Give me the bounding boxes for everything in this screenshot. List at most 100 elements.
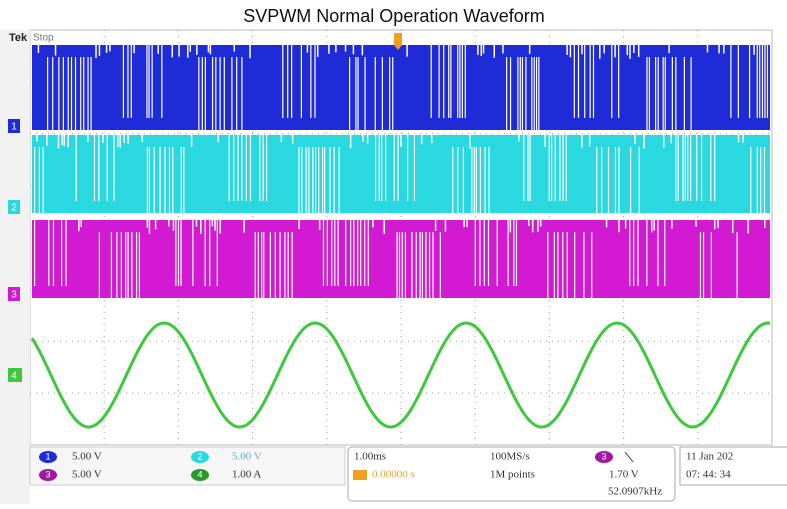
pwm-gap bbox=[83, 57, 85, 130]
pwm-gap bbox=[438, 45, 440, 118]
pwm-notch bbox=[172, 220, 175, 231]
timebase-panel bbox=[347, 446, 676, 502]
pwm-gap bbox=[736, 232, 738, 298]
pwm-gap bbox=[164, 147, 166, 213]
pwm-gap bbox=[699, 232, 702, 298]
sine-trace bbox=[30, 321, 771, 429]
pwm-gap bbox=[629, 147, 632, 213]
pwm-gap bbox=[326, 220, 328, 286]
sample-rate: 100MS/s bbox=[490, 451, 530, 463]
pwm-notch bbox=[626, 45, 629, 56]
pwm-gap bbox=[396, 232, 398, 298]
pwm-gap bbox=[355, 57, 357, 130]
pwm-gap bbox=[350, 220, 352, 286]
pwm-gap bbox=[353, 220, 355, 286]
pwm-notch bbox=[190, 135, 193, 147]
pwm-gap bbox=[60, 220, 63, 286]
pwm-notch bbox=[328, 45, 330, 54]
pwm-notch bbox=[119, 135, 121, 148]
timebase-position: 0.00000 s bbox=[372, 469, 415, 481]
pwm-notch bbox=[662, 135, 665, 148]
pwm-gap bbox=[551, 135, 553, 201]
pwm-gap bbox=[374, 57, 376, 130]
pwm-gap bbox=[411, 232, 413, 298]
pwm-notch bbox=[406, 45, 408, 57]
pwm-gap bbox=[664, 57, 666, 130]
pwm-notch bbox=[78, 220, 80, 232]
ch1-badge bbox=[39, 451, 57, 463]
pwm-gap bbox=[459, 45, 461, 118]
pwm-gap bbox=[443, 45, 445, 118]
pwm-notch bbox=[178, 45, 180, 57]
ch3-scale: 5.00 V bbox=[72, 469, 102, 481]
pwm-notch bbox=[243, 220, 245, 233]
pwm-gap bbox=[301, 147, 303, 213]
pwm-notch bbox=[189, 45, 192, 52]
pwm-gap bbox=[657, 57, 659, 130]
ch3-id: 3 bbox=[45, 469, 50, 479]
pwm-gap bbox=[62, 57, 64, 130]
pwm-gap bbox=[120, 232, 122, 298]
pwm-notch bbox=[57, 135, 60, 149]
pwm-gap bbox=[146, 147, 149, 213]
pwm-gap bbox=[261, 232, 263, 298]
pwm-gap bbox=[34, 147, 36, 213]
pwm-gap bbox=[204, 57, 206, 130]
pwm-gap bbox=[279, 232, 281, 298]
pwm-trace bbox=[32, 135, 770, 213]
pwm-notch bbox=[214, 220, 216, 231]
trigger-slope bbox=[624, 451, 634, 463]
pwm-gap bbox=[596, 147, 598, 213]
pwm-gap bbox=[87, 57, 89, 130]
ch2-id: 2 bbox=[197, 451, 202, 461]
pwm-gap bbox=[241, 57, 243, 130]
pwm-gap bbox=[42, 147, 44, 213]
pwm-gap bbox=[421, 232, 424, 298]
pwm-gap bbox=[312, 147, 314, 213]
pwm-notch bbox=[731, 220, 734, 233]
pwm-gap bbox=[519, 57, 521, 130]
pwm-gap bbox=[448, 45, 450, 118]
pwm-notch bbox=[637, 45, 640, 57]
ch4-badge bbox=[191, 469, 209, 481]
pwm-notch bbox=[362, 135, 364, 142]
pwm-gap bbox=[392, 57, 394, 130]
traces bbox=[30, 45, 771, 429]
pwm-notch bbox=[480, 45, 483, 56]
pwm-notch bbox=[400, 135, 402, 147]
pwm-gap bbox=[547, 232, 549, 298]
pwm-gap bbox=[573, 45, 575, 118]
pwm-notch bbox=[653, 220, 655, 231]
pwm-gap bbox=[110, 232, 113, 298]
pwm-notch bbox=[624, 220, 627, 229]
pwm-gap bbox=[682, 135, 684, 201]
pwm-gap bbox=[690, 57, 692, 130]
ch4-id: 4 bbox=[197, 469, 202, 479]
pwm-gap bbox=[657, 220, 659, 286]
pwm-gap bbox=[127, 232, 129, 298]
pwm-gap bbox=[148, 45, 150, 118]
pwm-gap bbox=[633, 220, 635, 286]
pwm-gap bbox=[589, 45, 591, 118]
pwm-gap bbox=[389, 57, 391, 130]
pwm-notch bbox=[469, 135, 471, 149]
ch2-label: 2 bbox=[11, 203, 17, 214]
pwm-gap bbox=[533, 57, 535, 130]
pwm-gap bbox=[577, 45, 580, 118]
pwm-gap bbox=[314, 45, 316, 118]
pwm-gap bbox=[675, 135, 677, 201]
pwm-gap bbox=[315, 147, 317, 213]
pwm-notch bbox=[650, 220, 653, 233]
pwm-gap bbox=[284, 232, 286, 298]
pwm-notch bbox=[605, 220, 608, 228]
trigger-source: 3 bbox=[601, 451, 606, 461]
pwm-notch bbox=[629, 45, 631, 59]
pwm-notch bbox=[537, 220, 539, 232]
pwm-notch bbox=[105, 45, 108, 53]
pwm-gap bbox=[74, 57, 77, 130]
pwm-gap bbox=[333, 147, 335, 213]
pwm-gap bbox=[58, 57, 60, 130]
pwm-notch bbox=[127, 135, 129, 144]
pwm-gap bbox=[562, 135, 564, 201]
pwm-gap bbox=[177, 220, 180, 286]
